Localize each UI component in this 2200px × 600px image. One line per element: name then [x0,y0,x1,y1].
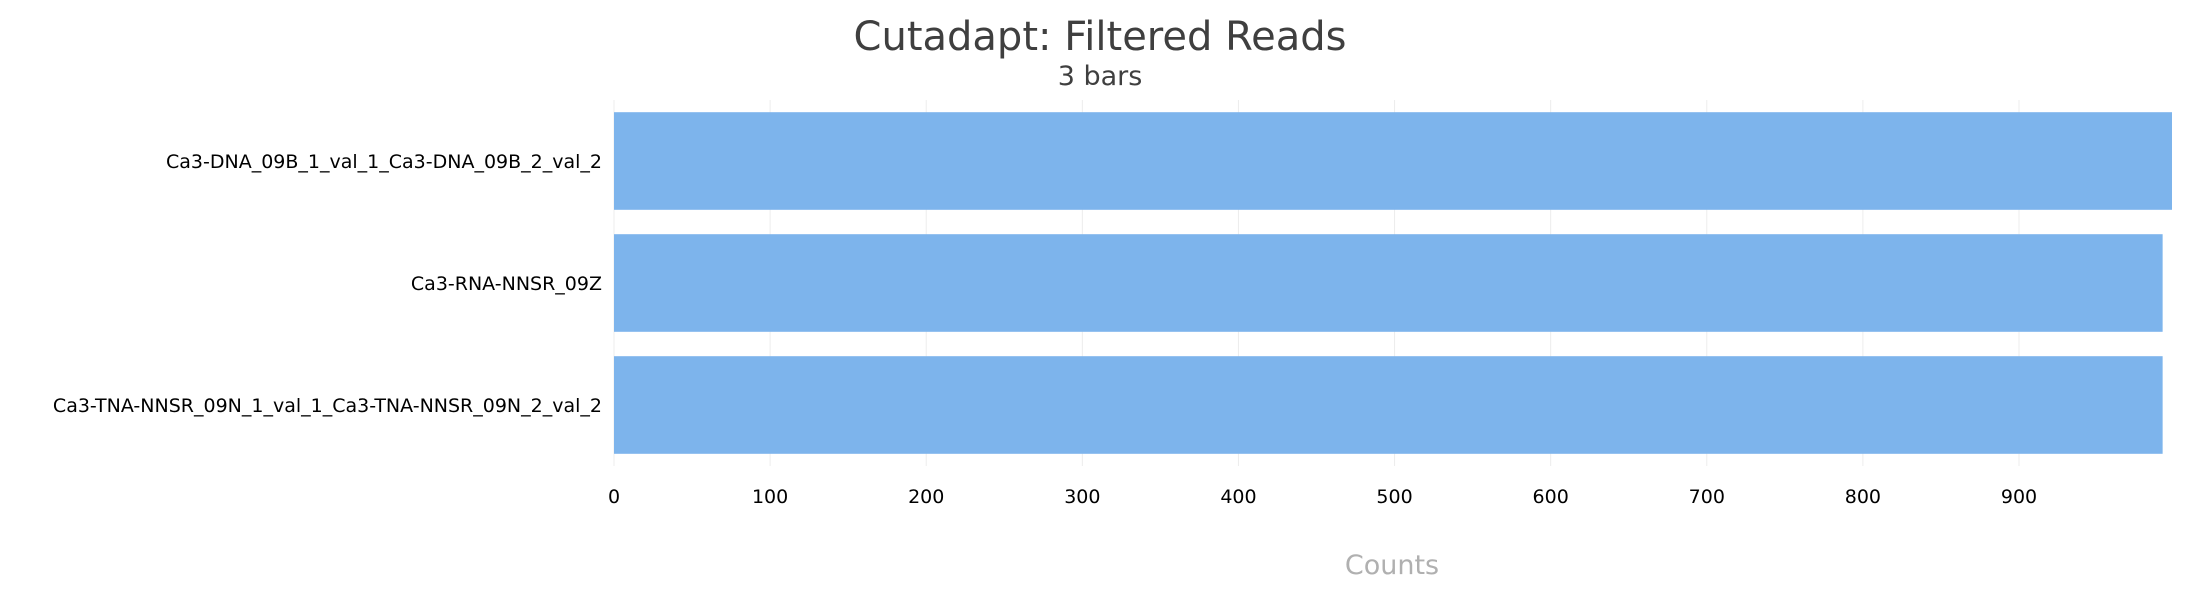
x-tick-label: 700 [1689,486,1725,508]
x-tick-label: 800 [1845,486,1881,508]
x-tick-label: 500 [1376,486,1412,508]
x-tick-label: 400 [1220,486,1256,508]
x-tick-label: 600 [1533,486,1569,508]
x-tick-label: 900 [2001,486,2037,508]
chart-title: Cutadapt: Filtered Reads [854,14,1347,60]
bar[interactable] [614,112,2172,210]
bars [614,112,2172,454]
bar[interactable] [614,234,2163,332]
category-label: Ca3-RNA-NNSR_09Z [411,273,602,295]
x-tick-labels: 0 100 200 300 400 500 600 700 800 900 [608,486,2037,508]
bar[interactable] [614,356,2163,454]
category-labels: Ca3-DNA_09B_1_val_1_Ca3-DNA_09B_2_val_2 C… [53,151,602,417]
x-axis-label: Counts [1345,550,1439,581]
category-label: Ca3-DNA_09B_1_val_1_Ca3-DNA_09B_2_val_2 [166,151,602,173]
category-label: Ca3-TNA-NNSR_09N_1_val_1_Ca3-TNA-NNSR_09… [53,395,602,417]
x-tick-label: 0 [608,486,620,508]
x-tick-label: 300 [1064,486,1100,508]
x-tick-label: 200 [908,486,944,508]
x-tick-label: 100 [752,486,788,508]
chart-subtitle: 3 bars [1058,61,1143,92]
